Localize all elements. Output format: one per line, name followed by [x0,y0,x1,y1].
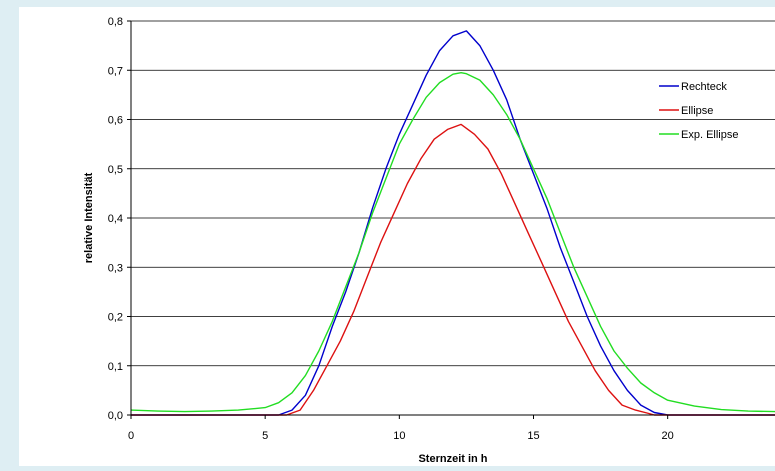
y-tick-label: 0,7 [108,65,123,77]
x-tick-label: 10 [393,430,405,442]
legend: Rechteck Ellipse Exp. Ellipse [659,81,738,141]
y-tick-label: 0,6 [108,115,123,127]
x-tick-label: 15 [527,430,539,442]
gridlines [131,20,775,367]
series-line-3 [130,71,775,413]
series-line-2 [131,123,775,416]
y-tick-label: 0,5 [108,164,123,176]
y-tick-label: 0,1 [108,361,123,373]
legend-label-1: Rechteck [681,81,727,93]
series-line-1 [131,30,775,416]
x-axis-label: Sternzeit in h [418,453,487,465]
tick-labels: 0,0 0,1 0,2 0,3 0,4 0,5 0,6 0,7 0,8 0 5 10 15 20 [108,16,674,442]
y-axis-label: relative Intensität [83,172,95,263]
x-tick-label: 20 [662,430,674,442]
data-series [130,30,775,416]
x-tick-label: 5 [262,430,268,442]
y-tick-label: 0,0 [108,410,123,422]
legend-label-3: Exp. Ellipse [681,129,738,141]
y-tick-label: 0,2 [108,312,123,324]
x-tick-label: 0 [128,430,134,442]
legend-label-2: Ellipse [681,105,713,117]
y-tick-label: 0,4 [108,213,123,225]
y-tick-label: 0,3 [108,262,123,274]
y-tick-label: 0,8 [108,16,123,28]
